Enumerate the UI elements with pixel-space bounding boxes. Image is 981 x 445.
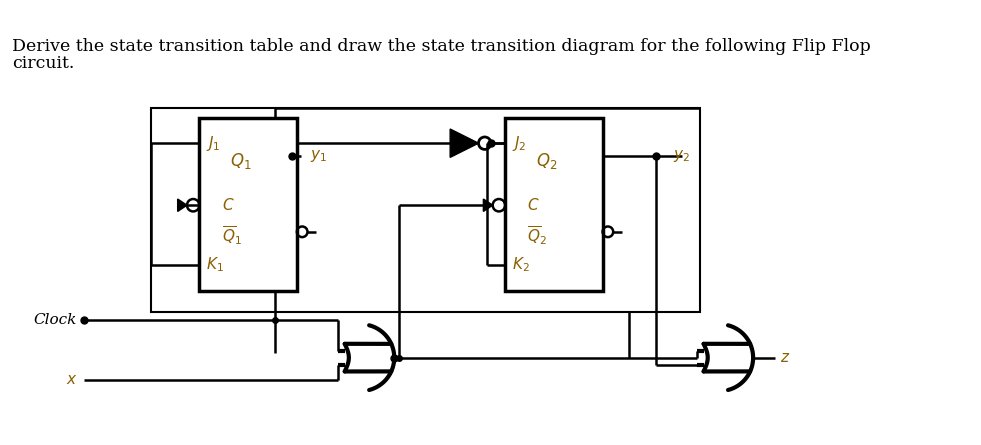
Text: $z$: $z$ — [780, 351, 790, 364]
Text: $C$: $C$ — [527, 197, 540, 213]
Polygon shape — [484, 199, 492, 211]
Text: $y_1$: $y_1$ — [310, 149, 328, 165]
Text: $\overline{Q}_2$: $\overline{Q}_2$ — [527, 225, 547, 247]
Polygon shape — [178, 199, 187, 211]
Text: $\overline{Q}_1$: $\overline{Q}_1$ — [222, 225, 241, 247]
Text: Derive the state transition table and draw the state transition diagram for the : Derive the state transition table and dr… — [13, 38, 871, 55]
Bar — [505, 118, 602, 291]
Polygon shape — [450, 129, 479, 158]
Text: $x$: $x$ — [66, 373, 77, 387]
Text: $K_1$: $K_1$ — [206, 255, 225, 274]
Text: Clock: Clock — [33, 313, 77, 328]
Text: $Q_1$: $Q_1$ — [231, 151, 252, 171]
Text: $C$: $C$ — [222, 197, 234, 213]
Text: $J_1$: $J_1$ — [206, 134, 221, 153]
Text: $J_2$: $J_2$ — [512, 134, 527, 153]
Text: circuit.: circuit. — [13, 55, 75, 72]
Text: $y_2$: $y_2$ — [674, 149, 691, 165]
Bar — [199, 118, 297, 291]
Bar — [151, 108, 700, 312]
Text: $Q_2$: $Q_2$ — [536, 151, 557, 171]
Text: $K_2$: $K_2$ — [512, 255, 530, 274]
